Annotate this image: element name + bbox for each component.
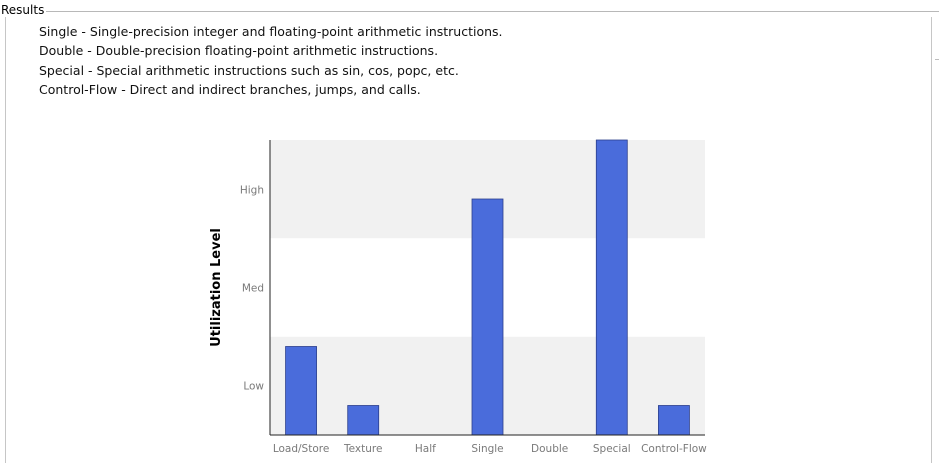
x-tick-label: Load/Store [273, 443, 329, 455]
x-tick-label: Single [471, 443, 503, 455]
y-tick-label-med: Med [242, 283, 264, 295]
x-tick-label: Double [531, 443, 568, 455]
y-tick-label-high: High [240, 184, 264, 196]
bar-load-store [285, 346, 317, 436]
description-list: Single - Single-precision integer and fl… [39, 22, 503, 99]
description-single: Single - Single-precision integer and fl… [39, 24, 503, 39]
scrollbar-edge [935, 59, 939, 60]
description-special: Special - Special arithmetic instruction… [39, 62, 459, 78]
x-tick-label: Special [593, 443, 631, 455]
bar-special [595, 139, 628, 436]
x-tick-label: Control-Flow [641, 443, 707, 455]
results-group-title: Results [1, 3, 47, 17]
description-control-flow: Control-Flow - Direct and indirect branc… [39, 81, 421, 97]
bar-texture [347, 405, 380, 436]
x-tick-label: Half [415, 443, 436, 455]
x-tick-label: Texture [343, 443, 382, 455]
results-group-border [46, 11, 939, 12]
y-tick-label-low: Low [243, 381, 264, 393]
y-axis-title: Utilization Level [209, 228, 224, 347]
results-panel [5, 17, 932, 463]
bar-single [471, 198, 504, 436]
description-double: Double - Double-precision floating-point… [39, 43, 439, 59]
bar-control-flow [658, 405, 690, 436]
